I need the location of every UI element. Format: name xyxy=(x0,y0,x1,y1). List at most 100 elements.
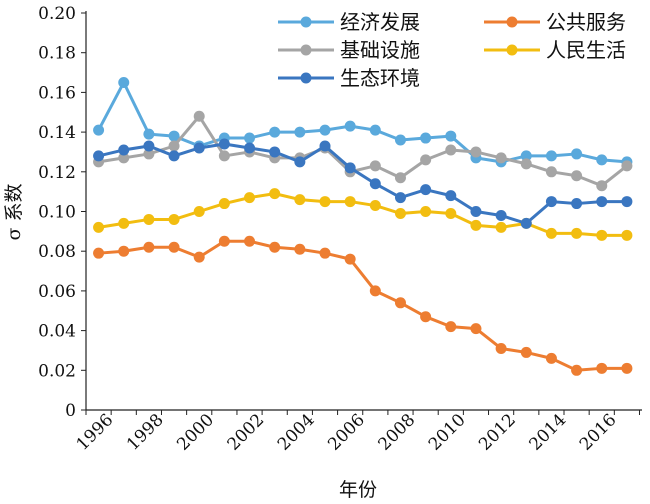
data-point xyxy=(520,346,532,358)
data-point xyxy=(545,352,557,364)
data-point xyxy=(621,196,633,208)
data-point xyxy=(394,192,406,204)
series-line xyxy=(98,114,628,188)
data-point xyxy=(244,132,256,144)
data-point xyxy=(319,247,331,259)
series-4 xyxy=(93,138,633,229)
data-point xyxy=(445,207,457,219)
data-point xyxy=(143,140,155,152)
data-point xyxy=(244,235,256,247)
y-tick-label: 0.08 xyxy=(38,242,76,262)
x-tick-label: 2004 xyxy=(274,410,319,455)
data-point xyxy=(319,196,331,208)
data-point xyxy=(495,221,507,233)
series-line xyxy=(98,142,627,225)
data-point xyxy=(244,192,256,204)
data-point xyxy=(294,243,306,255)
data-point xyxy=(445,190,457,202)
legend-label: 基础设施 xyxy=(340,38,420,62)
series-line xyxy=(97,80,628,164)
x-tick-label: 2010 xyxy=(425,410,470,455)
data-point xyxy=(294,126,306,138)
data-point xyxy=(118,245,130,257)
data-point xyxy=(545,196,557,208)
data-point xyxy=(344,196,356,208)
data-point xyxy=(596,180,608,192)
data-point xyxy=(168,140,180,152)
series-layer xyxy=(93,76,633,376)
data-point xyxy=(294,156,306,168)
legend-swatch-marker xyxy=(300,72,312,84)
data-point xyxy=(596,196,608,208)
data-point xyxy=(596,154,608,166)
y-tick-label: 0.06 xyxy=(38,282,76,302)
y-tick-label: 0 xyxy=(65,401,76,421)
legend-item-4: 生态环境 xyxy=(278,66,420,90)
data-point xyxy=(445,321,457,333)
data-point xyxy=(93,247,105,259)
legend-item-3: 人民生活 xyxy=(484,38,626,62)
data-point xyxy=(269,126,281,138)
data-point xyxy=(470,323,482,335)
data-point xyxy=(344,162,356,174)
data-point xyxy=(143,213,155,225)
data-point xyxy=(269,188,281,200)
data-point xyxy=(118,144,130,156)
data-point xyxy=(168,213,180,225)
data-point xyxy=(495,209,507,221)
x-tick-label: 1996 xyxy=(73,410,118,455)
data-point xyxy=(420,184,432,196)
data-point xyxy=(596,362,608,374)
data-point xyxy=(420,311,432,323)
data-point xyxy=(143,128,155,140)
data-point xyxy=(168,241,180,253)
data-point xyxy=(168,150,180,162)
data-point xyxy=(545,166,557,178)
data-point xyxy=(193,110,205,122)
data-point xyxy=(571,198,583,210)
y-tick-label: 0.04 xyxy=(38,322,76,342)
legend-label: 公共服务 xyxy=(546,10,626,34)
data-point xyxy=(571,170,583,182)
data-point xyxy=(218,198,230,210)
data-point xyxy=(621,229,633,241)
data-point xyxy=(545,150,557,162)
legend-label: 生态环境 xyxy=(340,66,420,90)
data-point xyxy=(571,364,583,376)
x-tick-label: 2006 xyxy=(324,410,369,455)
series-line xyxy=(98,239,627,372)
data-point xyxy=(294,194,306,206)
data-point xyxy=(394,207,406,219)
data-point xyxy=(495,152,507,164)
data-point xyxy=(344,253,356,265)
y-tick-label: 0.20 xyxy=(38,4,76,24)
data-point xyxy=(143,241,155,253)
y-tick-label: 0.02 xyxy=(38,361,76,381)
y-tick-label: 0.10 xyxy=(38,203,76,223)
x-axis-title: 年份 xyxy=(339,479,377,501)
y-tick-label: 0.12 xyxy=(38,163,76,183)
data-point xyxy=(218,138,230,150)
data-point xyxy=(520,150,532,162)
legend-swatch-marker xyxy=(506,44,518,56)
data-point xyxy=(319,140,331,152)
x-tick-label: 2014 xyxy=(526,410,571,455)
legend-swatch-marker xyxy=(506,16,518,28)
x-tick-label: 2002 xyxy=(224,410,269,455)
data-point xyxy=(545,227,557,239)
data-point xyxy=(193,251,205,263)
data-point xyxy=(93,150,105,162)
data-point xyxy=(394,172,406,184)
y-tick-label: 0.14 xyxy=(38,123,76,143)
x-tick-label: 1998 xyxy=(123,410,168,455)
y-axis-title: σ 系数 xyxy=(3,183,25,240)
data-point xyxy=(470,219,482,231)
data-point xyxy=(118,152,130,164)
data-point xyxy=(420,132,432,144)
series-3 xyxy=(93,188,633,241)
data-point xyxy=(596,229,608,241)
axes: 0 0.02 0.04 0.06 0.08 0.10 0.12 0.14 0.16 0.18 0.2… xyxy=(38,4,642,455)
series-1 xyxy=(93,235,633,376)
data-point xyxy=(420,154,432,166)
data-point xyxy=(470,146,482,158)
